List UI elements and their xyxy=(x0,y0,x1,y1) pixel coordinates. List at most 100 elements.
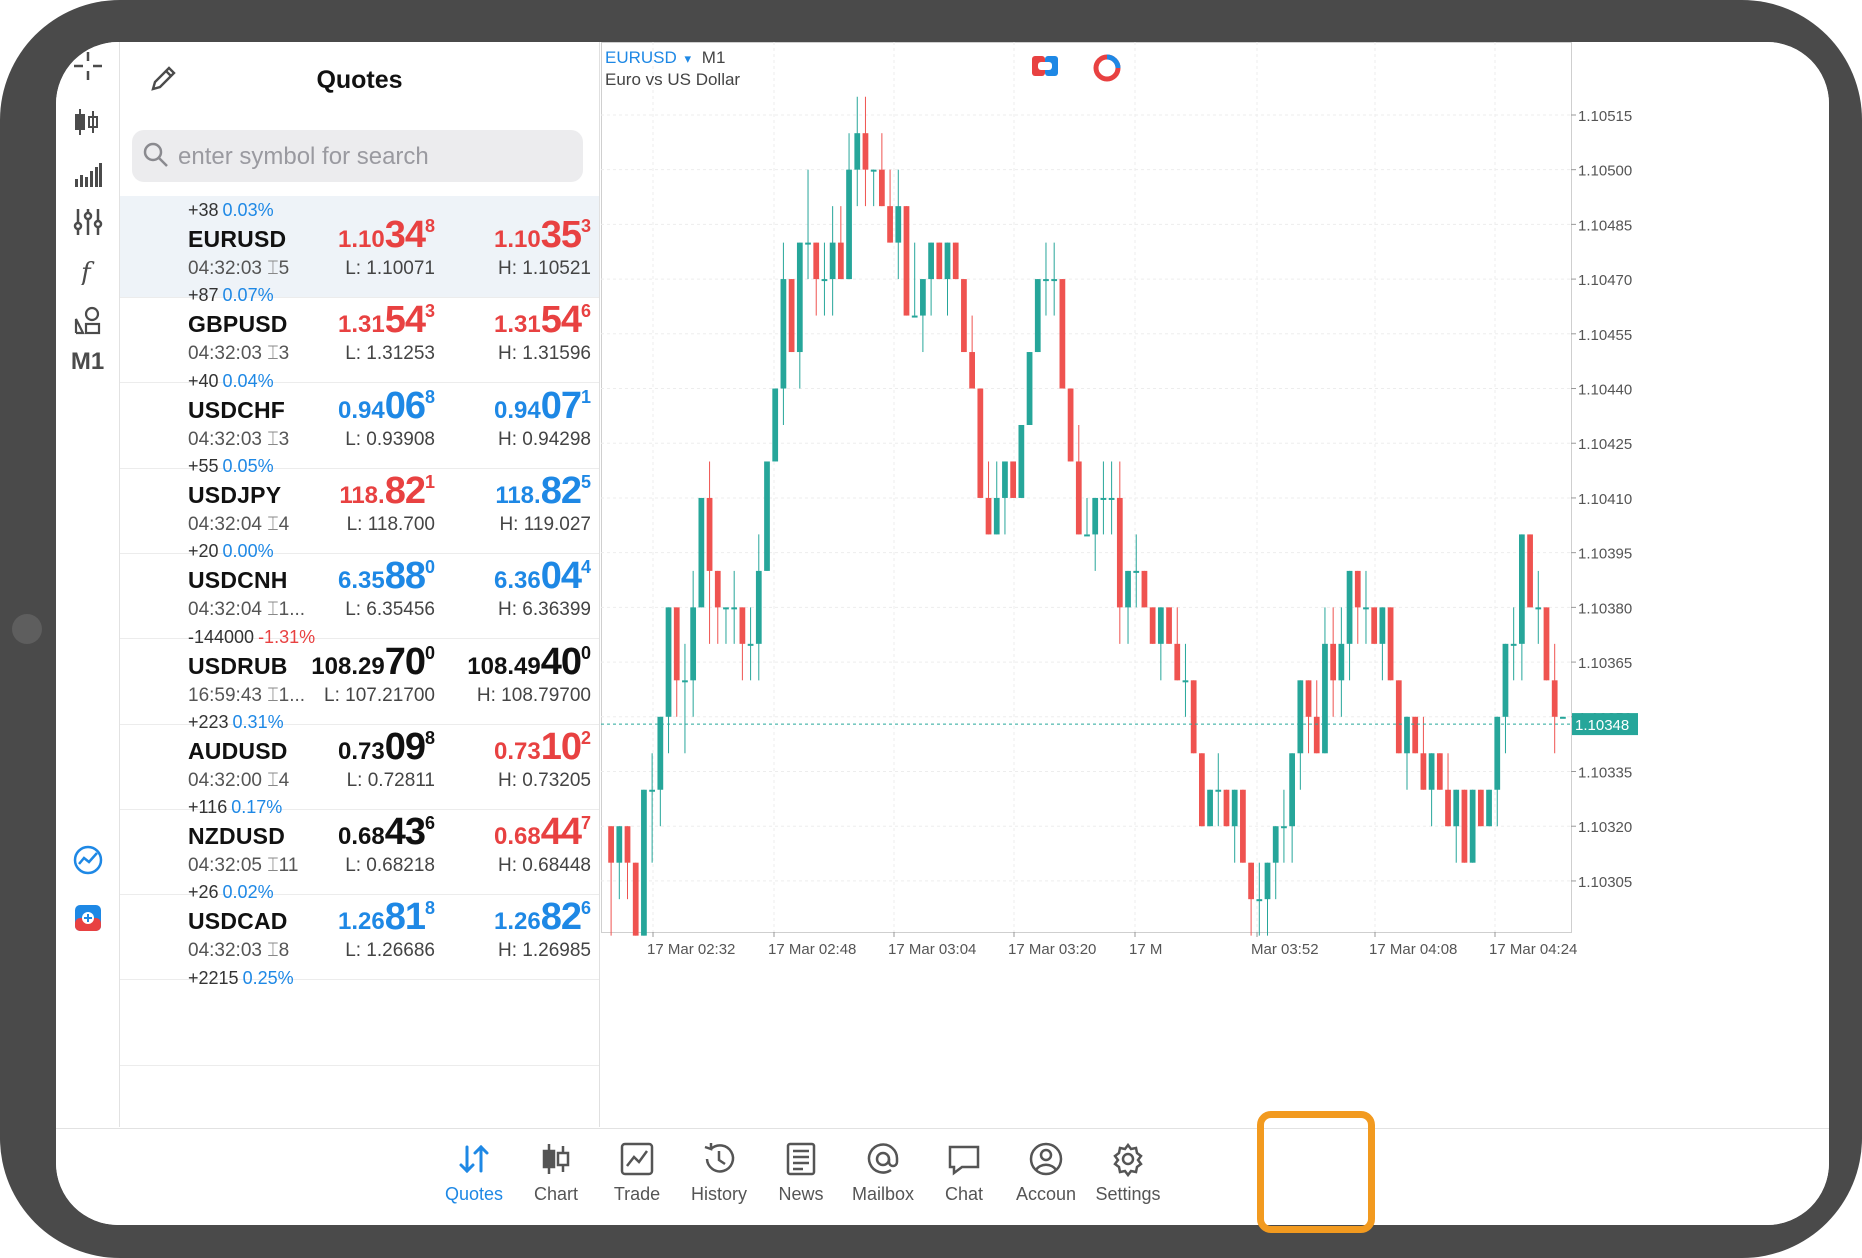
bid-price[interactable]: 0.68436 xyxy=(285,811,435,854)
symbol-search-input[interactable] xyxy=(176,130,580,184)
quote-spread: 3 xyxy=(278,428,290,450)
trade-icon xyxy=(617,1139,657,1179)
quote-row-eurusd[interactable]: +38 0.03% EURUSD 04:32:03 ⌶5 1.10348 1.10353 L… xyxy=(120,196,599,298)
edit-pencil-icon[interactable] xyxy=(148,64,184,100)
home-button[interactable] xyxy=(12,614,42,644)
tab-accounts[interactable]: Accoun xyxy=(1005,1129,1087,1225)
quote-row-usdjpy[interactable]: +55 0.05% USDJPY 04:32:04 ⌶4 118.821 118.825 L… xyxy=(120,452,599,554)
trade-signal-icon[interactable] xyxy=(56,838,119,882)
candle-body xyxy=(977,388,984,498)
change-points: -144000 xyxy=(188,626,255,647)
quote-row-partial[interactable]: +2215 0.25% xyxy=(120,964,599,1066)
quote-row-usdrub[interactable]: -144000 -1.31% USDRUB 16:59:43 ⌶1... 108.297… xyxy=(120,623,599,725)
quote-change: +223 0.31% xyxy=(188,712,284,733)
x-tick-label: 17 Mar 02:32 xyxy=(647,941,735,958)
tab-chart[interactable]: Chart xyxy=(515,1129,597,1225)
bid-price[interactable]: 1.31543 xyxy=(285,299,435,342)
ask-price[interactable]: 1.31546 xyxy=(441,299,591,342)
ask-price[interactable]: 1.10353 xyxy=(441,214,591,257)
candle-body xyxy=(1305,680,1312,717)
y-tick-label: 1.10395 xyxy=(1578,546,1632,563)
quote-change: +2215 0.25% xyxy=(188,968,294,989)
quote-row-gbpusd[interactable]: +87 0.07% GBPUSD 04:32:03 ⌶3 1.31543 1.31546 L… xyxy=(120,281,599,384)
quote-row-audusd[interactable]: +223 0.31% AUDUSD 04:32:00 ⌶4 0.73098 0.73102… xyxy=(120,708,599,810)
y-tick-label: 1.10380 xyxy=(1578,600,1632,617)
bid-price-sup: 0 xyxy=(424,642,435,663)
candle-body xyxy=(1059,279,1066,389)
timeframe-button[interactable]: M1 xyxy=(56,340,119,384)
candle-body xyxy=(1100,497,1107,500)
candle-body xyxy=(1026,352,1033,425)
tab-settings[interactable]: Settings xyxy=(1087,1129,1169,1225)
high-price: H: 1.31596 xyxy=(498,343,591,365)
high-price: H: 0.73205 xyxy=(498,769,591,791)
tab-news[interactable]: News xyxy=(760,1129,842,1225)
candle-body xyxy=(1519,534,1525,644)
candle-body xyxy=(747,643,754,646)
high-price: H: 0.68448 xyxy=(498,855,591,877)
bid-price[interactable]: 0.73098 xyxy=(285,726,435,769)
quote-row-usdcad[interactable]: +26 0.02% USDCAD 04:32:03 ⌶8 1.26818 1.26826 L… xyxy=(120,878,599,981)
candle-body xyxy=(1207,789,1213,827)
tab-label: Settings xyxy=(1095,1184,1161,1204)
candle-body xyxy=(657,716,664,790)
x-tick-label: 17 Mar 04:08 xyxy=(1369,941,1457,958)
bid-price[interactable]: 0.94068 xyxy=(285,385,435,428)
tab-mailbox[interactable]: Mailbox xyxy=(842,1129,924,1225)
bid-price-big: 81 xyxy=(384,896,426,939)
timeframe-label: M1 xyxy=(70,348,105,375)
candle-body xyxy=(936,242,943,280)
bid-price[interactable]: 118.821 xyxy=(285,470,435,513)
low-price: L: 1.26686 xyxy=(345,940,435,962)
candle-body xyxy=(739,607,746,644)
bid-price[interactable]: 6.35880 xyxy=(285,555,435,598)
tab-trade[interactable]: Trade xyxy=(596,1129,678,1225)
high-price: H: 6.36399 xyxy=(498,599,591,621)
bid-price[interactable]: 1.26818 xyxy=(285,896,435,939)
quote-time: 04:32:00 ⌶4 xyxy=(188,770,289,792)
ask-price[interactable]: 1.26826 xyxy=(441,896,591,939)
high-price: H: 1.10521 xyxy=(498,258,591,279)
bid-price[interactable]: 1.10348 xyxy=(285,214,435,257)
one-click-trading-icon[interactable] xyxy=(56,896,119,940)
tab-quotes[interactable]: Quotes xyxy=(433,1129,515,1225)
change-points: +116 xyxy=(188,797,228,818)
sliders-icon[interactable] xyxy=(56,200,119,244)
bid-price-big: 43 xyxy=(384,811,426,854)
symbol-search-box[interactable] xyxy=(132,130,583,184)
objects-icon[interactable] xyxy=(56,298,119,342)
ask-price[interactable]: 108.49400 xyxy=(441,641,591,684)
candlestick-chart[interactable]: 1.10515 1.10500 1.10485 1.10470 1.10455 1.104… xyxy=(601,42,1829,1127)
price-chart[interactable]: 1.10515 1.10500 1.10485 1.10470 1.10455 1.104… xyxy=(601,42,1829,1127)
quote-symbol: USDCAD xyxy=(188,908,288,935)
quote-row-usdchf[interactable]: +40 0.04% USDCHF 04:32:03 ⌶3 0.94068 0.94071 L… xyxy=(120,367,599,469)
chart-symbol-selector[interactable]: EURUSD ▾ M1 xyxy=(605,48,725,68)
candles-icon[interactable] xyxy=(56,100,119,144)
high-price: H: 119.027 xyxy=(499,513,591,535)
ask-price[interactable]: 0.73102 xyxy=(441,726,591,769)
bid-price-sup: 0 xyxy=(424,557,435,578)
ask-price[interactable]: 0.94071 xyxy=(441,385,591,428)
x-tick-label: 17 Mar 04:24 xyxy=(1489,941,1577,958)
bid-price-big: 54 xyxy=(384,299,426,342)
quote-row-nzdusd[interactable]: +116 0.17% NZDUSD 04:32:05 ⌶11 0.68436 0.6844… xyxy=(120,793,599,896)
quote-spread: 4 xyxy=(278,513,290,535)
crosshair-icon[interactable] xyxy=(56,44,119,88)
bid-price-small: 1.31 xyxy=(337,311,385,339)
bid-price[interactable]: 108.29700 xyxy=(285,641,435,684)
tab-history[interactable]: History xyxy=(678,1129,760,1225)
ask-price[interactable]: 0.68447 xyxy=(441,811,591,854)
chat-icon xyxy=(944,1139,984,1179)
ask-price[interactable]: 118.825 xyxy=(441,470,591,513)
tab-chat[interactable]: Chat xyxy=(923,1129,1005,1225)
candle-body xyxy=(1002,461,1008,498)
ask-price[interactable]: 6.36044 xyxy=(441,555,591,598)
y-tick-label: 1.10410 xyxy=(1578,491,1632,508)
quote-spread: 1... xyxy=(278,684,306,706)
quotes-header: Quotes xyxy=(120,42,599,122)
quote-row-usdcnh[interactable]: +20 0.00% USDCNH 04:32:04 ⌶1... 6.35880 6.360… xyxy=(120,537,599,640)
candle-body xyxy=(1453,789,1460,827)
candle-body xyxy=(862,133,869,170)
bar-chart-icon[interactable] xyxy=(56,152,119,196)
function-icon[interactable]: f xyxy=(56,248,119,292)
